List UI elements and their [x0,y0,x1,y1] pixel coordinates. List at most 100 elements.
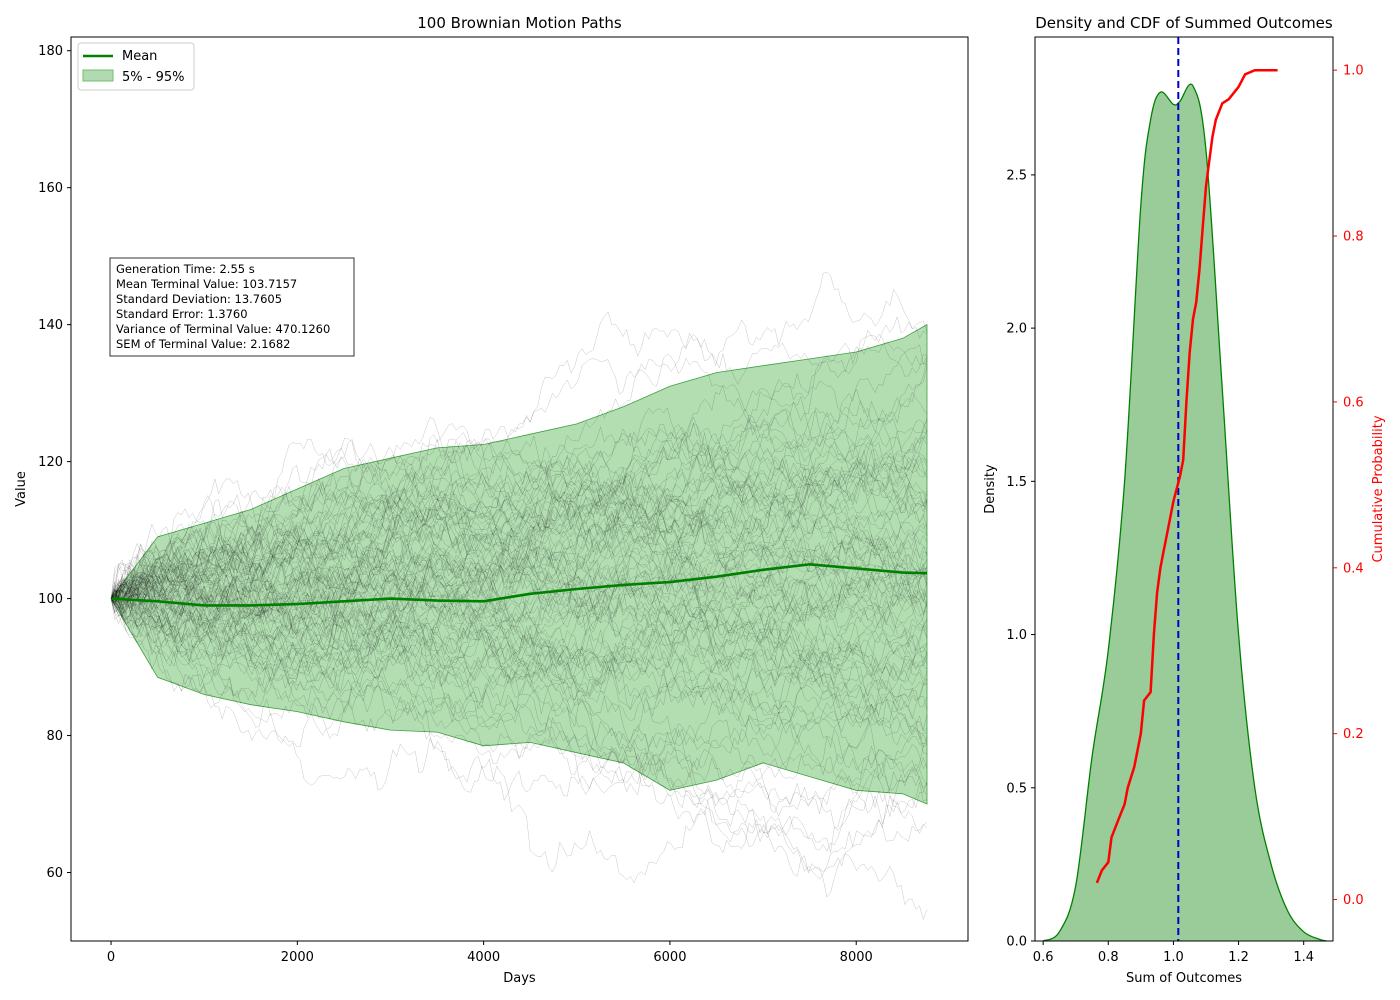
left-x-axis-label: Days [503,971,536,986]
brownian-path [110,573,928,826]
brownian-path [110,452,928,599]
brownian-path [110,574,928,698]
brownian-path [110,484,928,638]
brownian-path [110,584,928,731]
brownian-path [110,480,928,603]
legend-band-swatch [82,69,114,82]
brownian-path [110,595,928,746]
brownian-path [110,589,928,768]
x-tick-label: 8000 [840,950,873,965]
brownian-path [110,586,928,721]
brownian-path [110,365,928,604]
brownian-path [110,484,928,599]
brownian-path [110,487,928,673]
brownian-path [110,442,928,611]
brownian-path [110,544,928,677]
brownian-path [111,460,928,600]
brownian-path [110,416,928,639]
x-tick-label: 0.8 [1098,950,1119,965]
legend-band-label: 5% - 95% [122,70,184,85]
left-chart-title: 100 Brownian Motion Paths [417,14,622,32]
brownian-path [110,560,928,721]
y2-tick-label: 1.0 [1343,64,1364,79]
brownian-path [111,553,928,817]
density-cdf-chart: Density and CDF of Summed Outcomes 0.6 0.… [983,14,1386,986]
brownian-path [110,407,928,603]
y2-tick-label: 0.0 [1343,893,1364,908]
y2-tick-label: 0.2 [1343,727,1364,742]
x-tick-label: 0.6 [1033,950,1054,965]
brownian-path [110,433,928,602]
brownian-path [110,464,928,612]
density-line [1042,83,1327,942]
brownian-path [111,523,928,771]
stat-variance: Variance of Terminal Value: 470.1260 [116,322,330,336]
brownian-path [110,407,928,601]
brownian-path [110,315,928,601]
left-y-ticks: 60 80 100 120 140 160 180 [38,44,71,881]
stat-std-dev: Standard Deviation: 13.7605 [116,292,282,306]
brownian-path [111,378,928,616]
stats-annotation: Generation Time: 2.55 s Mean Terminal Va… [109,257,355,357]
brownian-path [111,572,928,675]
brownian-path [110,521,928,666]
brownian-path [110,586,928,854]
x-tick-label: 1.2 [1228,950,1249,965]
y-tick-label: 0.0 [1006,935,1027,950]
brownian-path [111,452,928,625]
left-plot-frame [70,36,969,942]
brownian-path [111,528,928,853]
y-tick-label: 80 [46,729,63,744]
right-x-axis-label: Sum of Outcomes [1126,971,1242,986]
brownian-path [110,353,928,613]
brownian-path [110,479,928,634]
x-tick-label: 2000 [281,950,314,965]
brownian-path [110,521,928,612]
brownian-path [110,529,928,683]
y-tick-label: 160 [38,181,63,196]
brownian-path [110,598,928,728]
right-chart-title: Density and CDF of Summed Outcomes [1035,14,1333,32]
y-tick-label: 0.5 [1006,781,1027,796]
brownian-path [111,551,928,687]
brownian-path [110,391,928,600]
density-area [1043,84,1327,942]
left-plot-area [110,271,928,921]
brownian-path [111,548,928,667]
brownian-path [110,536,928,615]
legend-mean-label: Mean [122,49,157,64]
right-plot-frame [1034,36,1334,942]
brownian-path [110,462,928,666]
brownian-path [110,581,928,802]
brownian-path [110,271,928,603]
legend: Mean 5% - 95% [77,42,195,91]
brownian-path [110,518,928,663]
y-tick-label: 2.5 [1006,168,1027,183]
brownian-path [110,509,928,683]
brownian-path [110,524,928,749]
brownian-path [110,508,928,629]
brownian-path [111,533,928,737]
brownian-path [110,597,928,746]
brownian-path [110,521,928,644]
brownian-path [110,593,927,736]
brownian-chart: 100 Brownian Motion Paths 0 2000 4000 6000 8… [14,14,969,986]
stats-box [109,257,355,357]
brownian-path [110,490,928,708]
brownian-path [110,329,928,628]
brownian-path [110,583,928,831]
y-tick-label: 1.0 [1006,628,1027,643]
cdf-line [1095,68,1278,884]
percentile-band [110,323,928,805]
y2-tick-label: 0.6 [1343,395,1364,410]
brownian-path [111,551,928,716]
right-plot-area [1042,37,1327,942]
brownian-path [110,457,928,601]
right-y-ticks: 0.0 0.5 1.0 1.5 2.0 2.5 [1006,168,1035,950]
brownian-path [110,417,928,643]
y2-tick-label: 0.4 [1343,561,1364,576]
right-y-axis-label: Density [983,464,998,514]
x-tick-label: 1.0 [1163,950,1184,965]
brownian-path [110,534,928,650]
